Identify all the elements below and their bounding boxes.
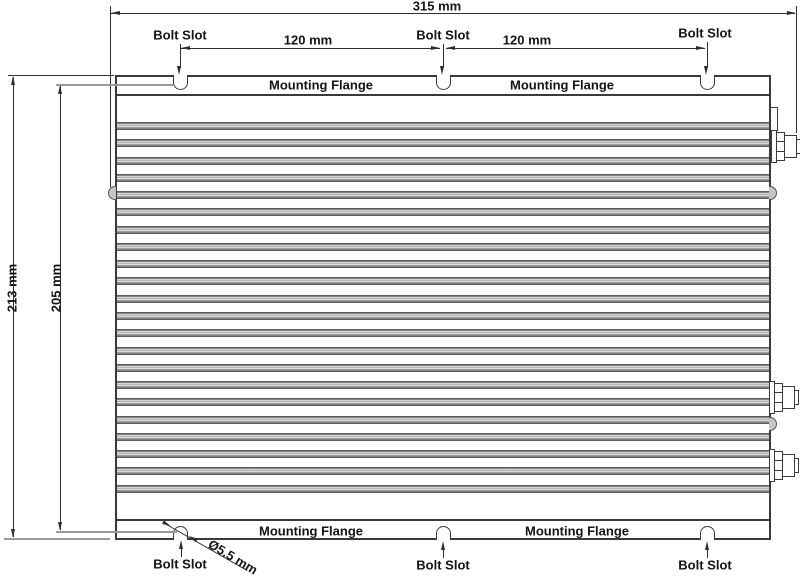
extension-line-315-left: [110, 6, 111, 187]
arrowhead-bolt-slot-bottom-1: [178, 540, 183, 549]
enclosure-body-outline: [115, 75, 771, 540]
side-tab-right-2: [769, 417, 777, 431]
bolt-slot-top-1: [172, 75, 188, 90]
connector-nut-facet: [776, 141, 785, 142]
arrowhead-120b-right: [696, 45, 705, 50]
dimension-label-inner-height: 205 mm: [48, 263, 64, 313]
top-flange-line: [117, 94, 769, 96]
dimension-line-120-left: [181, 48, 440, 49]
heatsink-fin: [117, 329, 769, 338]
arrowhead-bolt-slot-bottom-2: [440, 541, 445, 550]
leader-bolt-slot-bottom-1: [181, 547, 182, 557]
callout-bolt-slot-bottom-1: Bolt Slot: [153, 556, 207, 572]
heatsink-fin: [117, 450, 769, 459]
dimension-line-205: [60, 86, 61, 530]
dimension-label-overall-width: 315 mm: [412, 0, 462, 14]
bolt-slot-top-3: [699, 75, 715, 90]
side-tab-right-1: [769, 186, 777, 200]
connector-nut-facet: [774, 460, 783, 461]
right-step-line-v: [776, 107, 778, 131]
leader-bolt-slot-top-2: [443, 44, 444, 68]
extension-line-213-bottom: [4, 538, 110, 540]
heatsink-fin: [117, 260, 769, 269]
heatsink-fin: [117, 363, 769, 372]
arrowhead-213-top: [10, 76, 15, 85]
arrowhead-bolt-slot-bottom-3: [704, 541, 709, 550]
connector-1: [771, 130, 800, 164]
dimension-label-slot-diameter: Ø5.5 mm: [205, 536, 261, 576]
leader-bolt-slot-bottom-2: [443, 548, 444, 558]
extension-line-315-right: [796, 6, 797, 133]
connector-tip: [796, 139, 800, 154]
dimension-line-120-right: [446, 48, 705, 49]
heatsink-fin: [117, 311, 769, 320]
dimension-line-213: [13, 77, 14, 537]
side-tab-left: [108, 186, 116, 200]
heatsink-fin: [117, 242, 769, 251]
label-mounting-flange-top-1: Mounting Flange: [269, 77, 373, 93]
bottom-flange-line: [117, 519, 769, 521]
heatsink-fin: [117, 173, 769, 182]
heatsink-fin: [117, 398, 769, 407]
label-mounting-flange-top-2: Mounting Flange: [510, 77, 614, 93]
label-mounting-flange-bottom-1: Mounting Flange: [259, 523, 363, 539]
callout-bolt-slot-bottom-2: Bolt Slot: [416, 557, 470, 573]
bolt-slot-bottom-2: [435, 526, 451, 540]
heatsink-fin: [117, 346, 769, 355]
connector-nut-facet: [774, 402, 783, 403]
callout-bolt-slot-top-2: Bolt Slot: [416, 27, 470, 43]
heatsink-fin: [117, 381, 769, 390]
heatsink-fin: [117, 432, 769, 441]
arrowhead-bolt-slot-top-2: [440, 66, 444, 75]
callout-bolt-slot-bottom-3: Bolt Slot: [678, 557, 732, 573]
connector-tip: [794, 458, 799, 473]
leader-bolt-slot-top-3: [707, 42, 708, 68]
extension-line-213-top: [8, 75, 114, 76]
heatsink-fin: [117, 122, 769, 130]
callout-bolt-slot-top-3: Bolt Slot: [678, 25, 732, 41]
arrowhead-bolt-slot-top-3: [704, 66, 708, 75]
leader-bolt-slot-bottom-3: [707, 548, 708, 558]
bolt-slot-top-2: [435, 75, 451, 90]
dimension-label-bolt-spacing-left: 120 mm: [283, 32, 333, 48]
heatsink-fin: [117, 467, 769, 476]
callout-bolt-slot-top-1: Bolt Slot: [153, 27, 207, 43]
heatsink-fin: [117, 415, 769, 424]
arrowhead-120a-left: [181, 45, 190, 50]
dimension-label-overall-height: 213 mm: [4, 263, 20, 313]
label-mounting-flange-bottom-2: Mounting Flange: [525, 523, 629, 539]
heatsink-fin: [117, 294, 769, 303]
heatsink-fin: [117, 156, 769, 165]
connector-3: [769, 449, 800, 483]
connector-nut-facet: [776, 151, 785, 152]
heatsink-fin: [117, 139, 769, 148]
arrowhead-205-top: [57, 85, 62, 94]
connector-tip: [794, 390, 799, 405]
heatsink-fin: [117, 208, 769, 217]
connector-2: [769, 381, 800, 415]
connector-nut-facet: [774, 392, 783, 393]
arrowhead-bolt-slot-top-1: [177, 66, 181, 75]
leader-bolt-slot-top-1: [180, 44, 181, 68]
connector-nut-facet: [774, 470, 783, 471]
arrowhead-213-bottom: [10, 529, 15, 538]
dimension-line-315: [111, 13, 795, 14]
arrowhead-205-bottom: [57, 522, 62, 531]
heatsink-fin: [117, 277, 769, 286]
heatsink-fin: [117, 225, 769, 234]
heatsink-fins: [115, 75, 771, 540]
heatsink-fin: [117, 484, 769, 493]
arrowhead-120b-left: [446, 45, 455, 50]
extension-line-205-bottom: [56, 531, 177, 533]
heatsink-fin: [117, 191, 769, 200]
arrowhead-315-right: [786, 10, 796, 15]
bolt-slot-bottom-3: [699, 526, 715, 540]
arrowhead-120a-right: [431, 45, 440, 50]
arrowhead-315-left: [110, 10, 120, 15]
extension-line-205-top: [56, 84, 173, 86]
dimension-label-bolt-spacing-right: 120 mm: [502, 32, 552, 48]
right-step-line-h: [771, 107, 777, 108]
